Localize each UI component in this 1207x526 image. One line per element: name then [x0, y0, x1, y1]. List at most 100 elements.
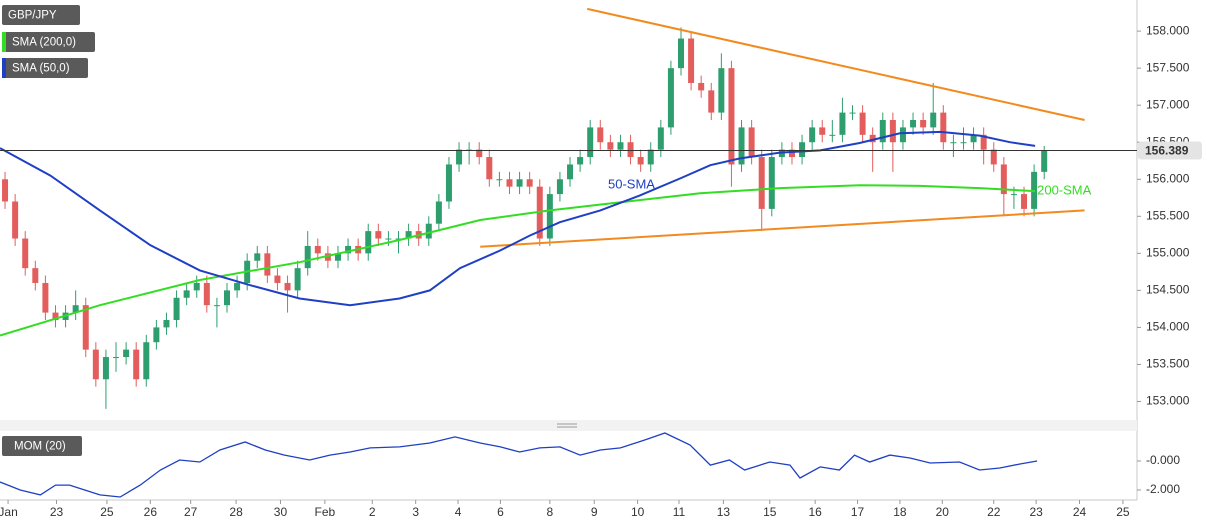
candle-body — [183, 290, 190, 298]
candle-body — [476, 149, 483, 158]
candle-body — [678, 38, 684, 69]
panel-title: MOM (20) — [14, 441, 66, 453]
candle-body — [294, 268, 301, 291]
legend-label: SMA (50,0) — [12, 63, 70, 75]
y-tick-label: 153.000 — [1146, 394, 1190, 408]
candle-body — [859, 112, 866, 135]
candle-body — [920, 120, 927, 128]
candle-body — [950, 142, 957, 144]
trend-line — [586, 7, 1085, 121]
candle-body — [637, 157, 644, 165]
candle-body — [879, 120, 886, 143]
chart-title: GBP/JPY — [8, 10, 57, 22]
candle-body — [425, 223, 432, 239]
candle-body — [546, 194, 553, 239]
x-tick-label: 23 — [1029, 505, 1043, 519]
candle-body — [556, 179, 563, 195]
candle-body — [516, 179, 523, 187]
candle-body — [314, 245, 321, 254]
candle-body — [224, 290, 230, 306]
candle-body — [92, 349, 99, 380]
candle-body — [254, 253, 261, 261]
candle-body — [395, 238, 402, 240]
candle-body — [72, 305, 79, 313]
x-tick-label: 10 — [631, 505, 645, 519]
candle-body — [607, 142, 614, 150]
sma-line — [0, 130, 1036, 307]
candle-body — [748, 127, 755, 158]
candle-body — [849, 112, 856, 114]
x-tick-label: Feb — [315, 505, 336, 519]
candle-body — [1000, 164, 1007, 195]
y-tick-label: 153.500 — [1146, 357, 1190, 371]
candle-body — [173, 297, 180, 320]
candle-body — [657, 127, 664, 150]
x-tick-label: 25 — [100, 505, 114, 519]
candle-body — [910, 120, 917, 128]
candle-body — [930, 112, 937, 128]
separator-handle — [557, 423, 577, 428]
x-tick-label: 15 — [763, 505, 777, 519]
candle-body — [587, 127, 594, 158]
x-tick-label: 8 — [547, 505, 554, 519]
candle-body — [486, 157, 493, 180]
candle-body — [123, 349, 130, 358]
candle-body — [526, 179, 533, 187]
candle-body — [869, 134, 876, 143]
candle-body — [42, 282, 49, 313]
candle-body — [839, 112, 846, 135]
candle-body — [970, 134, 977, 143]
candle-body — [143, 342, 150, 380]
annotation: 50-SMA — [608, 176, 655, 191]
candle-body — [799, 142, 806, 158]
x-tick-label: 27 — [184, 505, 198, 519]
candle-body — [133, 349, 140, 380]
y-tick-label: 158.000 — [1146, 23, 1190, 37]
candle-body — [365, 231, 372, 254]
candle-body — [728, 68, 735, 165]
y-tick-label: 155.000 — [1146, 246, 1190, 260]
candle-body — [889, 120, 896, 143]
y-tick-label: 157.000 — [1146, 97, 1190, 111]
y-tick-label: 156.000 — [1146, 171, 1190, 185]
candle-body — [829, 134, 836, 136]
trend-line — [480, 209, 1085, 248]
candle-body — [153, 327, 160, 343]
candle-body — [597, 127, 604, 143]
candle-body — [768, 157, 775, 209]
candle-body — [1010, 194, 1017, 196]
candle-body — [113, 357, 120, 359]
candle-body — [2, 179, 9, 202]
x-tick-label: 28 — [229, 505, 243, 519]
legend-box: GBP/JPY — [2, 5, 80, 25]
x-tick-label: 9 — [591, 505, 598, 519]
x-tick-label: 26 — [144, 505, 158, 519]
x-tick-label: 4 — [455, 505, 462, 519]
candle-body — [698, 82, 705, 91]
momentum-line — [0, 432, 1038, 498]
candle-body — [627, 142, 634, 158]
candle-body — [274, 275, 281, 283]
candle-body — [718, 68, 725, 113]
candle-body — [264, 253, 271, 276]
y-tick-label: 154.500 — [1146, 283, 1190, 297]
candle-body — [567, 164, 574, 180]
candle-body — [617, 142, 624, 150]
candle-body — [234, 282, 241, 291]
candle-body — [667, 68, 674, 128]
candle-body — [960, 142, 967, 144]
x-tick-label: 16 — [809, 505, 823, 519]
legend-swatch — [2, 58, 6, 78]
candle-body — [980, 134, 987, 150]
panel-separator — [0, 420, 1137, 431]
candle-body — [1021, 194, 1028, 209]
candle-body — [1041, 150, 1048, 172]
candle-body — [12, 201, 19, 239]
annotation: 200-SMA — [1037, 183, 1092, 198]
candle-body — [899, 127, 906, 143]
y-tick-label: 157.500 — [1146, 60, 1190, 74]
legend-swatch — [2, 32, 6, 52]
candle-body — [52, 312, 59, 320]
candle-body — [688, 38, 695, 83]
candle-body — [809, 127, 816, 143]
